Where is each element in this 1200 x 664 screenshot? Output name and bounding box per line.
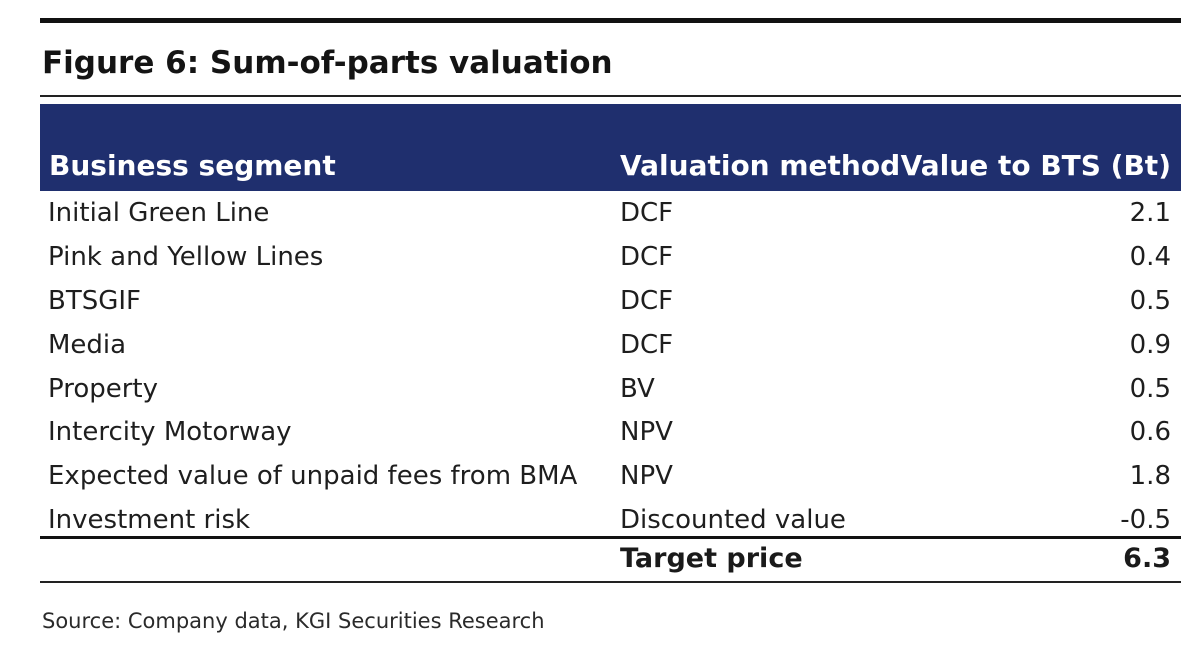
cell-value: 0.5 <box>1129 285 1171 316</box>
cell-method: DCF <box>620 285 674 316</box>
title-rule <box>40 95 1181 97</box>
total-value: 6.3 <box>1123 543 1171 574</box>
cell-value: 0.6 <box>1129 417 1171 448</box>
top-rule <box>40 18 1181 23</box>
table-row: Pink and Yellow Lines DCF 0.4 <box>40 236 1181 280</box>
cell-method: BV <box>620 373 655 404</box>
table-row: Initial Green Line DCF 2.1 <box>40 192 1181 236</box>
header-value-to-bts: Value to BTS (Bt) <box>900 149 1171 182</box>
cell-method: DCF <box>620 241 674 272</box>
header-business-segment: Business segment <box>49 149 336 182</box>
total-rule-bottom <box>40 581 1181 583</box>
cell-segment: Investment risk <box>48 505 251 536</box>
table-row: Expected value of unpaid fees from BMA N… <box>40 455 1181 499</box>
cell-segment: Media <box>48 329 127 360</box>
cell-method: DCF <box>620 329 674 360</box>
cell-method: NPV <box>620 461 673 492</box>
table-row: Property BV 0.5 <box>40 368 1181 412</box>
total-label: Target price <box>620 543 803 574</box>
cell-segment: BTSGIF <box>48 285 141 316</box>
total-row: Target price 6.3 <box>40 539 1181 581</box>
cell-value: 0.4 <box>1129 241 1171 272</box>
cell-value: 0.5 <box>1129 373 1171 404</box>
table-row: Investment risk Discounted value -0.5 <box>40 499 1181 543</box>
cell-segment: Property <box>48 373 159 404</box>
figure-title: Figure 6: Sum-of-parts valuation <box>42 45 613 81</box>
table-row: BTSGIF DCF 0.5 <box>40 280 1181 324</box>
table-header <box>40 104 1181 191</box>
cell-segment: Initial Green Line <box>48 198 270 228</box>
source-note: Source: Company data, KGI Securities Res… <box>42 609 545 633</box>
table-row: Intercity Motorway NPV 0.6 <box>40 411 1181 455</box>
cell-value: 1.8 <box>1129 461 1171 492</box>
cell-value: 2.1 <box>1129 198 1171 228</box>
header-valuation-method: Valuation method <box>620 149 901 182</box>
table-body: Initial Green Line DCF 2.1 Pink and Yell… <box>40 192 1181 543</box>
cell-value: -0.5 <box>1120 505 1171 536</box>
table-row: Media DCF 0.9 <box>40 324 1181 368</box>
cell-method: Discounted value <box>620 505 846 536</box>
total-rule-top <box>40 536 1181 539</box>
cell-segment: Expected value of unpaid fees from BMA <box>48 461 578 492</box>
cell-method: DCF <box>620 198 674 228</box>
cell-segment: Intercity Motorway <box>48 417 292 448</box>
cell-segment: Pink and Yellow Lines <box>48 241 324 272</box>
cell-method: NPV <box>620 417 673 448</box>
cell-value: 0.9 <box>1129 329 1171 360</box>
